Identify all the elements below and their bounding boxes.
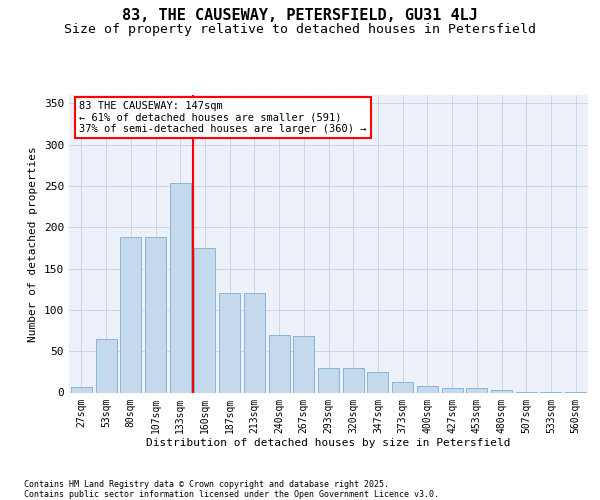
- Text: 83, THE CAUSEWAY, PETERSFIELD, GU31 4LJ: 83, THE CAUSEWAY, PETERSFIELD, GU31 4LJ: [122, 8, 478, 22]
- Bar: [71, 386, 92, 392]
- Bar: [219, 294, 240, 392]
- Bar: [343, 368, 364, 392]
- Y-axis label: Number of detached properties: Number of detached properties: [28, 146, 38, 342]
- Bar: [170, 184, 191, 392]
- Bar: [367, 372, 388, 392]
- Bar: [466, 388, 487, 392]
- Bar: [392, 382, 413, 392]
- Bar: [194, 248, 215, 392]
- Bar: [417, 386, 438, 392]
- Bar: [120, 237, 141, 392]
- X-axis label: Distribution of detached houses by size in Petersfield: Distribution of detached houses by size …: [146, 438, 511, 448]
- Bar: [145, 237, 166, 392]
- Bar: [95, 339, 116, 392]
- Text: Contains HM Land Registry data © Crown copyright and database right 2025.
Contai: Contains HM Land Registry data © Crown c…: [24, 480, 439, 499]
- Bar: [491, 390, 512, 392]
- Text: 83 THE CAUSEWAY: 147sqm
← 61% of detached houses are smaller (591)
37% of semi-d: 83 THE CAUSEWAY: 147sqm ← 61% of detache…: [79, 101, 367, 134]
- Bar: [442, 388, 463, 392]
- Bar: [269, 334, 290, 392]
- Bar: [318, 368, 339, 392]
- Bar: [293, 336, 314, 392]
- Bar: [244, 294, 265, 392]
- Text: Size of property relative to detached houses in Petersfield: Size of property relative to detached ho…: [64, 22, 536, 36]
